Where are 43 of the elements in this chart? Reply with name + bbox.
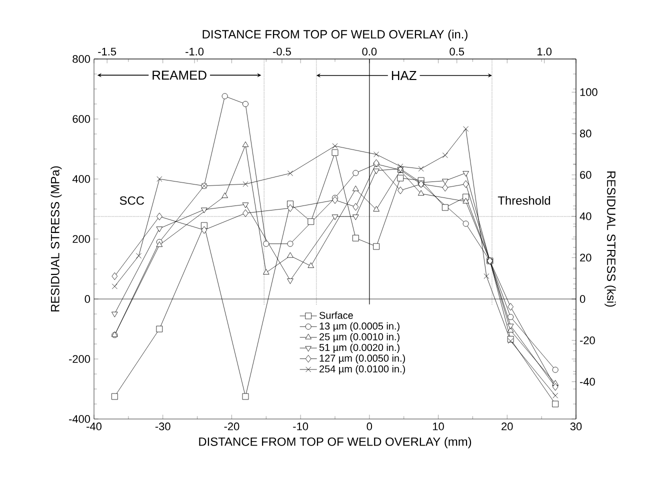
x-tick-label: -10 <box>293 422 308 430</box>
x2-tick-label: -1.0 <box>186 48 204 56</box>
y2-tick-label: 60 <box>580 171 592 179</box>
y2-tick-label: 0 <box>580 295 586 303</box>
x-tick-label: 0 <box>366 422 372 430</box>
y-tick-label: 200 <box>72 235 90 243</box>
annotation: REAMED <box>152 70 206 80</box>
x-tick-label: -20 <box>224 422 240 430</box>
x2-tick-label: 0.0 <box>362 48 377 56</box>
x-axis-title: DISTANCE FROM TOP OF WELD OVERLAY (mm) <box>199 437 472 448</box>
y2-tick-label: 100 <box>580 88 598 96</box>
annotation: HAZ <box>392 71 416 80</box>
annotation: Threshold <box>498 196 550 205</box>
x2-tick-label: -1.5 <box>98 48 116 56</box>
y-tick-label: 400 <box>72 175 90 183</box>
legend-label: 127 µm (0.0050 in.) <box>320 354 405 364</box>
legend-label: 13 µm (0.0005 in.) <box>320 322 400 332</box>
y2-tick-label: -20 <box>580 336 595 344</box>
y2-tick-label: 80 <box>580 130 592 138</box>
legend-label: Surface <box>319 312 353 319</box>
x-tick-label: 30 <box>570 422 582 430</box>
x2-tick-label: -0.5 <box>273 48 291 56</box>
legend-label: 51 µm (0.0020 in.) <box>319 344 400 353</box>
y2-tick-label: -40 <box>580 378 595 386</box>
y-tick-label: -200 <box>69 355 90 363</box>
x-tick-label: -30 <box>155 422 170 430</box>
x2-axis-title: DISTANCE FROM TOP OF WELD OVERLAY (in.) <box>202 30 468 41</box>
x-tick-label: -40 <box>86 422 102 430</box>
annotation: SCC <box>120 196 144 205</box>
y-axis-title: RESIDUAL STRESS (MPa) <box>50 166 62 312</box>
y-tick-label: 0 <box>84 295 90 303</box>
x2-tick-label: 1.0 <box>538 48 552 56</box>
y-tick-label: -400 <box>69 415 90 423</box>
x-tick-label: 10 <box>433 422 444 430</box>
legend-label: 254 µm (0.0100 in.) <box>320 365 405 374</box>
y2-axis-title: RESIDUAL STRESS (ksi) <box>604 172 616 307</box>
y2-tick-label: 40 <box>580 212 592 220</box>
y-tick-label: 600 <box>72 115 90 123</box>
legend-label: 25 µm (0.0010 in.) <box>320 332 400 342</box>
y2-tick-label: 20 <box>580 254 592 262</box>
x-tick-label: 20 <box>502 422 513 430</box>
x2-tick-label: 0.5 <box>450 48 464 56</box>
y-tick-label: 800 <box>72 55 90 63</box>
